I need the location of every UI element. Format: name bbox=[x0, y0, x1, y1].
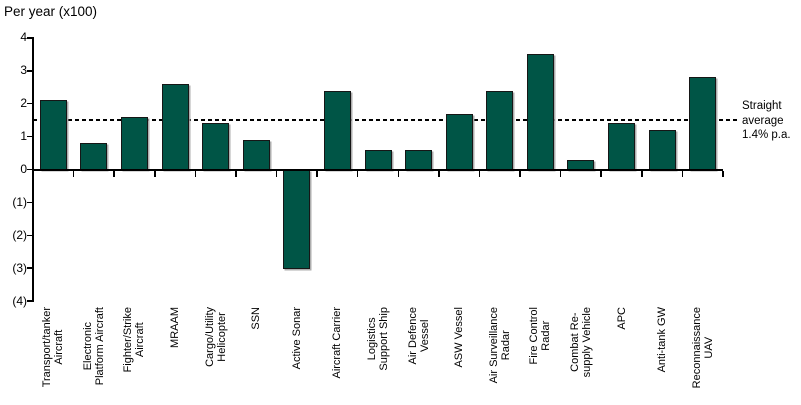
x-category-label-text: SSN bbox=[249, 307, 262, 330]
x-category-label: Fire Control Radar bbox=[520, 307, 560, 403]
x-category-label-text: Cargo/Utility Helicopter bbox=[203, 307, 228, 367]
x-category-label-text: Air Surveillance Radar bbox=[487, 307, 512, 384]
x-category-label: Logistics Support Ship bbox=[358, 307, 398, 403]
bar bbox=[323, 90, 351, 171]
x-axis-tick bbox=[600, 170, 602, 177]
bar bbox=[80, 143, 108, 171]
y-axis-tick-label: (1) bbox=[12, 194, 27, 209]
y-axis-tick bbox=[26, 234, 32, 237]
x-axis-tick bbox=[235, 170, 237, 177]
bar bbox=[608, 123, 636, 171]
average-annotation: Straight average 1.4% p.a. bbox=[742, 100, 791, 141]
x-category-label: Fighter/Strike Aircraft bbox=[114, 307, 154, 403]
x-axis-tick bbox=[356, 170, 359, 177]
x-category-label: APC bbox=[602, 307, 642, 403]
x-category-label: Aircraft Carrier bbox=[317, 307, 357, 403]
x-axis-tick bbox=[641, 170, 643, 177]
y-axis-tick bbox=[26, 70, 32, 72]
x-category-label-text: Fire Control Radar bbox=[527, 307, 553, 365]
chart-title: Per year (x100) bbox=[4, 4, 98, 19]
x-axis-tick bbox=[722, 170, 724, 177]
x-category-label-text: Transport/tanker Aircraft bbox=[40, 307, 66, 388]
x-axis-tick bbox=[681, 170, 684, 177]
x-axis-tick bbox=[113, 170, 115, 177]
y-axis-tick-label: 4 bbox=[20, 30, 27, 45]
y-axis-tick-label: (3) bbox=[12, 260, 27, 275]
y-axis-tick bbox=[26, 201, 32, 204]
x-category-label-text: ASW Vessel bbox=[452, 307, 465, 368]
y-axis-tick bbox=[26, 37, 32, 39]
x-axis-tick bbox=[316, 170, 318, 177]
y-axis-tick-label: 1 bbox=[20, 129, 27, 144]
x-axis-tick bbox=[478, 170, 481, 177]
x-category-label-text: Logistics Support Ship bbox=[365, 307, 391, 371]
x-category-label: Reconnaissance UAV bbox=[683, 307, 723, 403]
x-category-label: Active Sonar bbox=[277, 307, 317, 403]
y-axis-tick bbox=[26, 267, 32, 269]
x-axis-tick bbox=[559, 170, 562, 177]
bar bbox=[405, 149, 433, 171]
x-category-label: Air Surveillance Radar bbox=[480, 307, 520, 403]
x-axis-tick bbox=[438, 170, 440, 177]
bar bbox=[161, 83, 189, 171]
x-axis-tick bbox=[72, 170, 75, 177]
x-category-label-text: Aircraft Carrier bbox=[331, 307, 344, 379]
x-axis-tick bbox=[154, 170, 156, 177]
bar bbox=[364, 149, 392, 171]
y-axis-tick bbox=[26, 168, 32, 171]
average-dashed-line bbox=[33, 119, 737, 121]
x-axis-tick bbox=[519, 170, 521, 177]
x-category-label-text: APC bbox=[615, 307, 628, 330]
x-category-label-text: Anti-tank GW bbox=[655, 307, 668, 373]
x-category-label-text: Fighter/Strike Aircraft bbox=[121, 307, 147, 373]
x-category-label: Combat Re- supply Vehicle bbox=[561, 307, 601, 403]
y-axis-tick-label: (4) bbox=[12, 293, 27, 308]
x-category-label: Air Defence Vessel bbox=[399, 307, 439, 403]
bar bbox=[689, 77, 717, 171]
bar bbox=[283, 169, 311, 270]
x-axis-tick bbox=[32, 170, 34, 177]
x-category-label: Transport/tanker Aircraft bbox=[33, 307, 73, 403]
bar bbox=[648, 130, 676, 171]
bar bbox=[39, 100, 67, 171]
bar bbox=[242, 139, 270, 171]
x-category-label: Anti-tank GW bbox=[642, 307, 682, 403]
x-category-label-text: Air Defence Vessel bbox=[406, 307, 431, 365]
x-axis-tick bbox=[194, 170, 197, 177]
x-category-label-text: Electronic Platform Aircraft bbox=[81, 307, 106, 386]
x-axis-tick bbox=[275, 170, 278, 177]
x-category-label-text: Reconnaissance UAV bbox=[690, 307, 715, 389]
y-axis-tick bbox=[26, 102, 32, 105]
y-axis-tick-label: 0 bbox=[20, 162, 27, 176]
y-axis-tick-label: (2) bbox=[12, 227, 27, 242]
x-category-label: Electronic Platform Aircraft bbox=[74, 307, 114, 403]
bar bbox=[486, 90, 514, 171]
bar bbox=[526, 54, 554, 171]
y-axis-tick bbox=[26, 135, 32, 138]
x-category-label-text: Combat Re- supply Vehicle bbox=[568, 307, 593, 378]
x-axis-tick bbox=[397, 170, 400, 177]
x-category-label: Cargo/Utility Helicopter bbox=[196, 307, 236, 403]
x-category-label: MRAAM bbox=[155, 307, 195, 403]
x-category-label-text: MRAAM bbox=[168, 307, 181, 348]
y-axis-tick-label: 3 bbox=[20, 63, 27, 78]
x-axis-line bbox=[31, 168, 723, 171]
bar bbox=[120, 116, 148, 171]
x-category-label: SSN bbox=[236, 307, 276, 403]
y-axis-tick-label: 2 bbox=[20, 96, 27, 111]
bar bbox=[445, 113, 473, 171]
bar bbox=[202, 123, 230, 171]
x-category-label: ASW Vessel bbox=[439, 307, 479, 403]
x-category-label-text: Active Sonar bbox=[290, 307, 303, 370]
y-axis-tick bbox=[26, 300, 32, 302]
